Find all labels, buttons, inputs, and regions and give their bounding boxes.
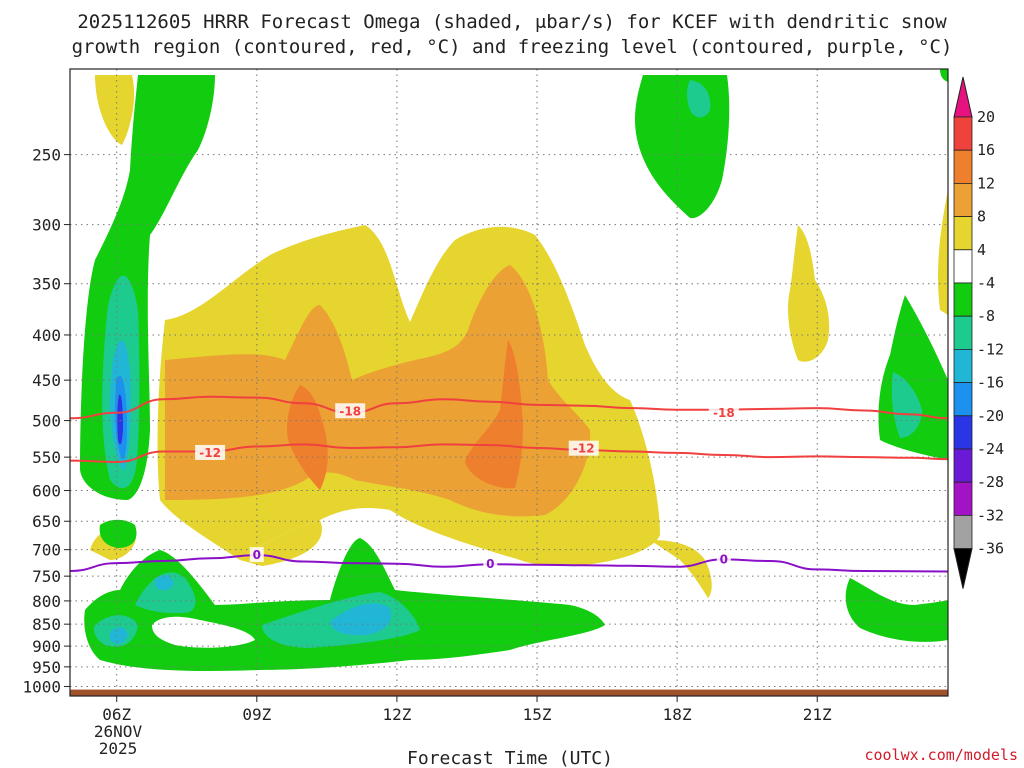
x-axis-ticks: 06Z 09Z 12Z 15Z 18Z 21Z <box>102 696 832 724</box>
colorbar-bin <box>953 481 973 516</box>
colorbar-bin <box>953 282 973 317</box>
colorbar-tick-label: -28 <box>977 473 1004 491</box>
contour-label-dgz_minus12: -12 <box>199 446 221 460</box>
contour-label-dgz_minus12: -12 <box>573 442 595 456</box>
chart-title-line-2: growth region (contoured, red, °C) and f… <box>72 36 953 58</box>
colorbar-bin <box>953 116 973 151</box>
contour-label-background <box>708 404 739 420</box>
y-tick-label: 900 <box>32 637 61 656</box>
y-tick-label: 500 <box>32 412 61 431</box>
colorbar-tick-label: 8 <box>977 208 986 226</box>
omega-fill-positive-4-8 <box>787 225 830 362</box>
omega-shading <box>80 69 948 671</box>
plot-area: -18 -18 -12 -12 0 0 0 <box>69 68 949 697</box>
y-tick-label: 350 <box>32 275 61 294</box>
y-tick-label: 800 <box>32 592 61 611</box>
colorbar-tick-label: -24 <box>977 440 1004 458</box>
y-tick-label: 1000 <box>22 678 61 697</box>
omega-fill-negative-8-12 <box>891 372 922 438</box>
contour-label-dgz_minus18: -18 <box>339 404 361 418</box>
contour-label-background <box>483 556 498 572</box>
colorbar-bin <box>953 448 973 483</box>
x-axis-label: Forecast Time (UTC) <box>407 748 613 768</box>
colorbar-bin <box>953 382 973 417</box>
contour-label-dgz_minus18: -18 <box>713 406 735 420</box>
omega-fill-negative-4-8 <box>99 519 137 548</box>
colorbar: 20 16 12 8 4 -4 -8 -12 -16 -20 -24 -28 -32 -36 <box>953 76 1004 589</box>
date-label-line-2: 2025 <box>99 739 138 758</box>
colorbar-bin <box>953 249 973 284</box>
contour-label-background <box>335 403 366 419</box>
contour-lines: -18 -18 -12 -12 0 0 0 <box>69 395 949 573</box>
contour-label-freezing_level: 0 <box>720 552 728 566</box>
y-tick-label: 750 <box>32 567 61 586</box>
colorbar-bin <box>953 149 973 184</box>
contour-line-dgz_minus18 <box>69 395 949 420</box>
y-tick-label: 700 <box>32 541 61 560</box>
y-tick-label: 600 <box>32 482 61 501</box>
colorbar-tick-label: -4 <box>977 274 995 292</box>
colorbar-bin <box>953 415 973 450</box>
omega-fill-neutral <box>152 616 255 648</box>
y-tick-label: 650 <box>32 512 61 531</box>
colorbar-tick-label: 4 <box>977 241 986 259</box>
contour-label-freezing_level: 0 <box>253 548 261 562</box>
contour-label-background <box>568 440 599 456</box>
colorbar-tick-label: -36 <box>977 540 1004 558</box>
colorbar-bin <box>953 216 973 251</box>
y-tick-label: 550 <box>32 448 61 467</box>
colorbar-tick-label: -8 <box>977 307 995 325</box>
omega-fill-negative-8-12 <box>687 80 711 118</box>
chart-title-line-1: 2025112605 HRRR Forecast Omega (shaded, … <box>77 11 947 33</box>
y-axis-ticks: 250 300 350 400 450 500 550 600 650 700 750 800 850 9… <box>22 146 70 697</box>
credit-link[interactable]: coolwx.com/models <box>864 746 1018 764</box>
omega-fill-negative-12-16 <box>330 603 392 636</box>
omega-fill-negative-8-12 <box>135 572 196 614</box>
date-label-line-1: 26NOV <box>94 722 143 741</box>
omega-fill-positive-4-8 <box>95 75 135 145</box>
colorbar-tick-label: -20 <box>977 407 1004 425</box>
y-tick-label: 400 <box>32 326 61 345</box>
plot-frame <box>69 68 949 697</box>
omega-fill-positive-12-16 <box>465 340 523 489</box>
omega-fill-positive-12-16 <box>287 385 328 490</box>
colorbar-tick-label: 12 <box>977 174 995 192</box>
contour-label-freezing_level: 0 <box>486 557 494 571</box>
omega-fill-negative-20-24 <box>117 394 123 445</box>
y-tick-label: 300 <box>32 216 61 235</box>
colorbar-tick-label: 20 <box>977 108 995 126</box>
contour-label-background <box>195 444 226 460</box>
y-tick-label: 850 <box>32 615 61 634</box>
colorbar-bin <box>953 515 973 550</box>
x-tick-label: 21Z <box>803 705 832 724</box>
colorbar-tick-label: -32 <box>977 506 1004 524</box>
x-tick-label: 15Z <box>523 705 552 724</box>
colorbar-tick-label: 16 <box>977 141 995 159</box>
colorbar-extend-bottom <box>953 548 973 589</box>
contour-label-background <box>716 551 731 567</box>
x-tick-label: 09Z <box>242 705 271 724</box>
contour-label-background <box>249 547 264 563</box>
y-tick-label: 450 <box>32 371 61 390</box>
colorbar-tick-label: -16 <box>977 374 1004 392</box>
colorbar-tick-label: -12 <box>977 340 1004 358</box>
x-tick-label: 12Z <box>382 705 411 724</box>
colorbar-extend-top <box>953 76 973 118</box>
omega-fill-positive-4-8 <box>650 540 712 598</box>
omega-fill-negative-4-8 <box>845 578 948 642</box>
omega-fill-negative-12-16 <box>155 575 174 591</box>
surface-terrain <box>70 689 948 696</box>
colorbar-bin <box>953 315 973 350</box>
omega-fill-negative-4-8 <box>940 69 948 82</box>
colorbar-bin <box>953 182 973 217</box>
x-tick-label: 18Z <box>663 705 692 724</box>
omega-fill-negative-12-16 <box>110 627 128 644</box>
x-tick-label: 06Z <box>102 705 131 724</box>
colorbar-bin <box>953 348 973 383</box>
y-tick-label: 950 <box>32 658 61 677</box>
y-tick-label: 250 <box>32 146 61 165</box>
